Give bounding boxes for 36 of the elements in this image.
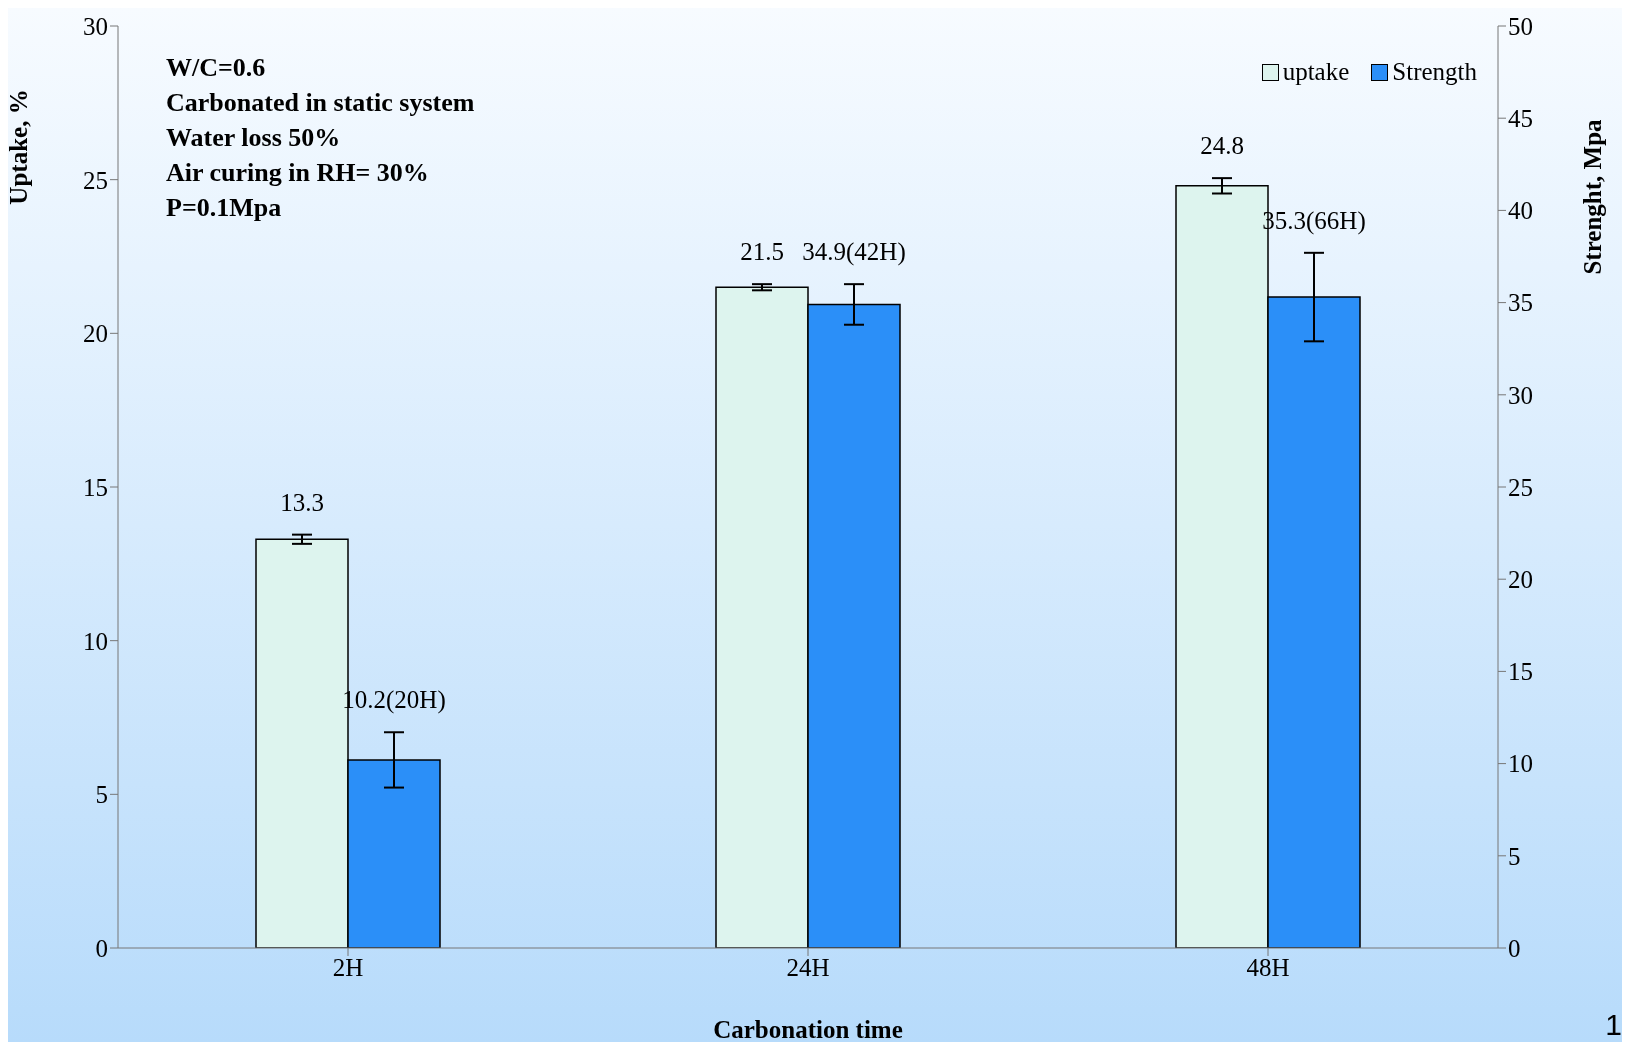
y2-tick-label: 30 [1508,381,1533,409]
x-axis-title: Carbonation time [713,1016,903,1043]
y2-tick-label: 10 [1508,750,1533,778]
data-label: 24.8 [1200,132,1244,160]
y-tick-label: 15 [83,473,108,501]
legend-label: Strength [1392,58,1477,86]
y-tick-label: 5 [95,781,108,809]
y2-tick-label: 5 [1508,842,1521,870]
y2-tick-label: 0 [1508,934,1521,962]
y-tick-label: 20 [83,320,108,348]
data-label: 13.3 [280,488,324,516]
y-tick-label: 10 [83,627,108,655]
y-axis-title: Uptake, % [4,89,32,205]
text: Air curing in RH= 30% [166,158,429,187]
text: Water loss 50% [166,123,341,152]
y-tick-label: 25 [83,166,108,194]
data-label: 21.5 [740,238,784,266]
data-label: 34.9(42H) [802,238,906,267]
y2-axis-title: Strenght, Mpa [1578,118,1606,275]
text: P=0.1Mpa [166,193,282,222]
y2-tick-label: 40 [1508,197,1533,225]
text: W/C=0.6 [166,53,266,82]
text: 1 [1605,1008,1622,1042]
text: Carbonated in static system [166,88,475,117]
x-tick-label: 2H [332,953,364,981]
y-tick-label: 30 [83,12,108,40]
y2-tick-label: 15 [1508,658,1533,686]
y2-tick-label: 45 [1508,105,1533,133]
y2-tick-label: 20 [1508,566,1533,594]
legend-label: uptake [1282,58,1350,86]
y2-tick-label: 50 [1508,12,1533,40]
y2-tick-label: 35 [1508,289,1533,317]
y-tick-label: 0 [95,934,108,962]
x-tick-label: 48H [1246,953,1290,981]
x-tick-label: 24H [786,953,830,981]
y2-tick-label: 25 [1508,473,1533,501]
